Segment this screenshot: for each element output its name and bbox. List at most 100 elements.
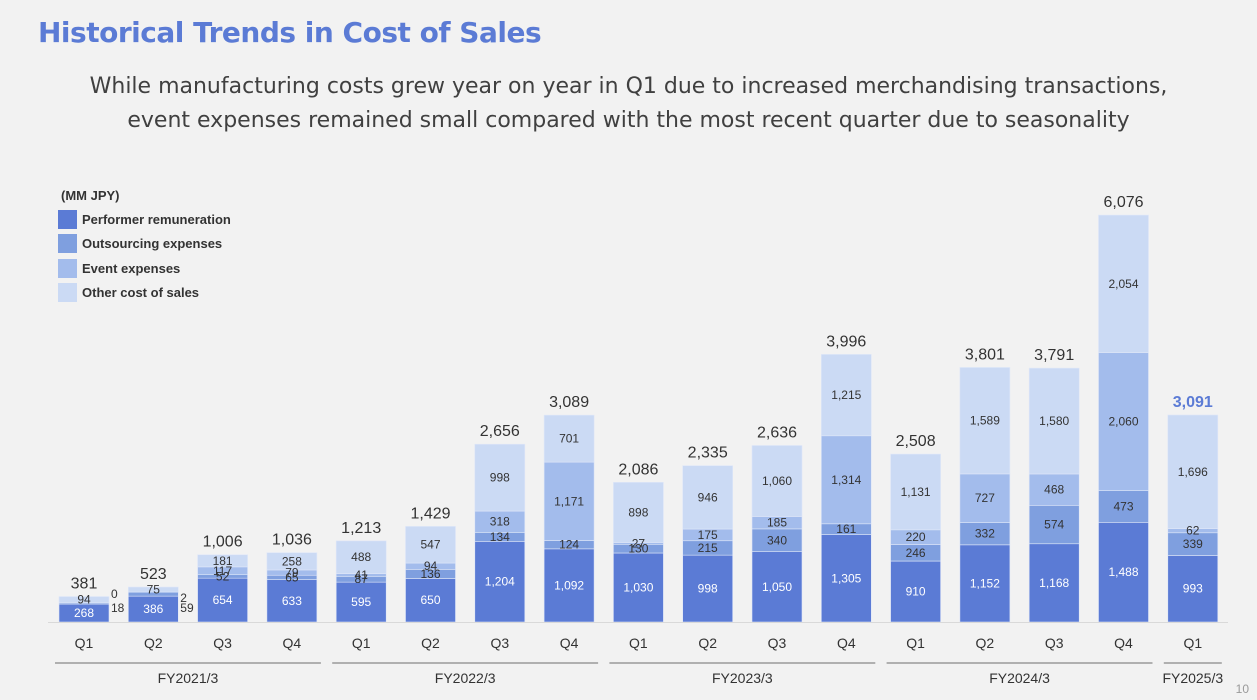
- bar-segment: [474, 443, 526, 512]
- segment-value-label: 340: [767, 533, 787, 547]
- bar-total-label: 2,335: [688, 445, 728, 462]
- bar-total-label: 2,086: [618, 461, 658, 478]
- bar-segment: [820, 435, 872, 525]
- segment-value-label: 268: [74, 606, 94, 620]
- segment-value-label: 1,314: [831, 473, 861, 487]
- bar-segment: [128, 595, 179, 623]
- segment-value-label: 0: [111, 587, 118, 601]
- segment-value-label: 215: [698, 541, 718, 555]
- segment-value-label: 134: [490, 530, 510, 544]
- segment-value-label: 910: [906, 585, 926, 599]
- segment-value-label: 386: [143, 602, 163, 616]
- bar-segment: [128, 586, 179, 593]
- bar-segment: [959, 544, 1011, 623]
- bar-total-label: 3,801: [965, 346, 1005, 363]
- bar-segment: [1028, 473, 1080, 506]
- segment-value-label: 130: [628, 542, 648, 556]
- segment-value-label: 993: [1183, 582, 1203, 596]
- bar-segment: [890, 560, 941, 623]
- segment-value-label: 1,060: [762, 474, 792, 488]
- page-title: Historical Trends in Cost of Sales: [38, 16, 542, 49]
- segment-value-label: 727: [975, 491, 995, 505]
- segment-value-label: 633: [282, 594, 302, 608]
- legend-item-performer-remuneration: Performer remuneration: [58, 207, 231, 232]
- bar-segment: [266, 552, 318, 571]
- segment-value-label: 1,030: [623, 581, 653, 595]
- segment-value-label: 181: [213, 554, 233, 568]
- bar-total-label: 3,089: [549, 394, 589, 411]
- segment-value-label: 87: [355, 572, 369, 586]
- x-tick-label: Q2: [421, 635, 440, 651]
- bar-segment: [890, 453, 941, 531]
- fiscal-year-label: FY2024/3: [989, 670, 1050, 686]
- x-tick-label: Q3: [768, 635, 787, 651]
- x-tick-label: Q4: [283, 635, 302, 651]
- segment-value-label: 41: [355, 568, 369, 582]
- legend-swatch: [58, 283, 77, 303]
- bar-total-label: 3,791: [1034, 347, 1074, 364]
- segment-value-label: 1,204: [485, 575, 515, 589]
- legend-swatch: [58, 209, 77, 229]
- segment-value-label: 1,305: [831, 571, 861, 585]
- segment-value-label: 998: [490, 471, 510, 485]
- x-tick-label: Q2: [698, 635, 717, 651]
- legend-item-other-cost-of-sales: Other cost of sales: [58, 281, 231, 306]
- bar-segment: [1167, 414, 1219, 529]
- segment-value-label: 332: [975, 527, 995, 541]
- segment-value-label: 574: [1044, 518, 1064, 532]
- x-tick-label: Q4: [560, 635, 579, 651]
- bar-segment: [820, 534, 872, 623]
- segment-value-label: 246: [906, 546, 926, 560]
- segment-value-label: 654: [213, 593, 233, 607]
- segment-value-label: 1,696: [1178, 465, 1208, 479]
- bar-total-label: 2,656: [480, 423, 520, 440]
- segment-value-label: 468: [1044, 483, 1064, 497]
- bar-total-label: 1,213: [341, 520, 381, 537]
- fiscal-year-label: FY2022/3: [435, 670, 496, 686]
- x-tick-label: Q2: [144, 635, 163, 651]
- segment-value-label: 1,215: [831, 388, 861, 402]
- x-tick-label: Q3: [213, 635, 232, 651]
- segment-value-label: 18: [111, 601, 125, 615]
- legend-swatch: [58, 234, 77, 254]
- x-tick-label: Q4: [837, 635, 856, 651]
- x-tick-label: Q1: [629, 635, 648, 651]
- bar-segment: [335, 581, 387, 623]
- segment-value-label: 898: [628, 505, 648, 519]
- segment-value-label: 946: [698, 490, 718, 504]
- page-number: 10: [1235, 682, 1249, 696]
- bar-segment: [1167, 555, 1219, 623]
- segment-value-label: 59: [180, 601, 194, 615]
- bar-segment: [335, 540, 387, 574]
- bar-total-label: 1,429: [410, 505, 450, 522]
- segment-value-label: 701: [559, 432, 579, 446]
- chart-legend: (MM JPY) Performer remuneration Outsourc…: [58, 188, 231, 305]
- bar-total-label: 1,006: [203, 534, 243, 551]
- segment-value-label: 339: [1183, 537, 1203, 551]
- segment-value-label: 1,168: [1039, 576, 1069, 590]
- legend-item-outsourcing-expenses: Outsourcing expenses: [58, 232, 231, 257]
- bar-segment: [405, 578, 456, 623]
- unit-label: (MM JPY): [61, 188, 120, 203]
- x-tick-label: Q1: [352, 635, 371, 651]
- segment-value-label: 75: [147, 583, 161, 597]
- x-tick-label: Q1: [906, 635, 925, 651]
- segment-value-label: 1,580: [1039, 414, 1069, 428]
- segment-value-label: 473: [1113, 499, 1133, 513]
- fiscal-year-label: FY2023/3: [712, 670, 773, 686]
- bar-segment: [682, 465, 734, 530]
- bar-segment: [1028, 367, 1080, 475]
- x-tick-label: Q3: [1045, 635, 1064, 651]
- subtitle-line: event expenses remained small compared w…: [127, 108, 1130, 133]
- segment-value-label: 488: [351, 550, 371, 564]
- x-tick-label: Q2: [976, 635, 995, 651]
- segment-value-label: 161: [836, 522, 856, 536]
- segment-value-label: 547: [420, 538, 440, 552]
- bar-segment: [543, 461, 595, 541]
- legend-label: Event expenses: [82, 260, 181, 276]
- segment-value-label: 595: [351, 595, 371, 609]
- bar-total-label: 6,076: [1103, 194, 1143, 211]
- segment-value-label: 1,152: [970, 576, 1000, 590]
